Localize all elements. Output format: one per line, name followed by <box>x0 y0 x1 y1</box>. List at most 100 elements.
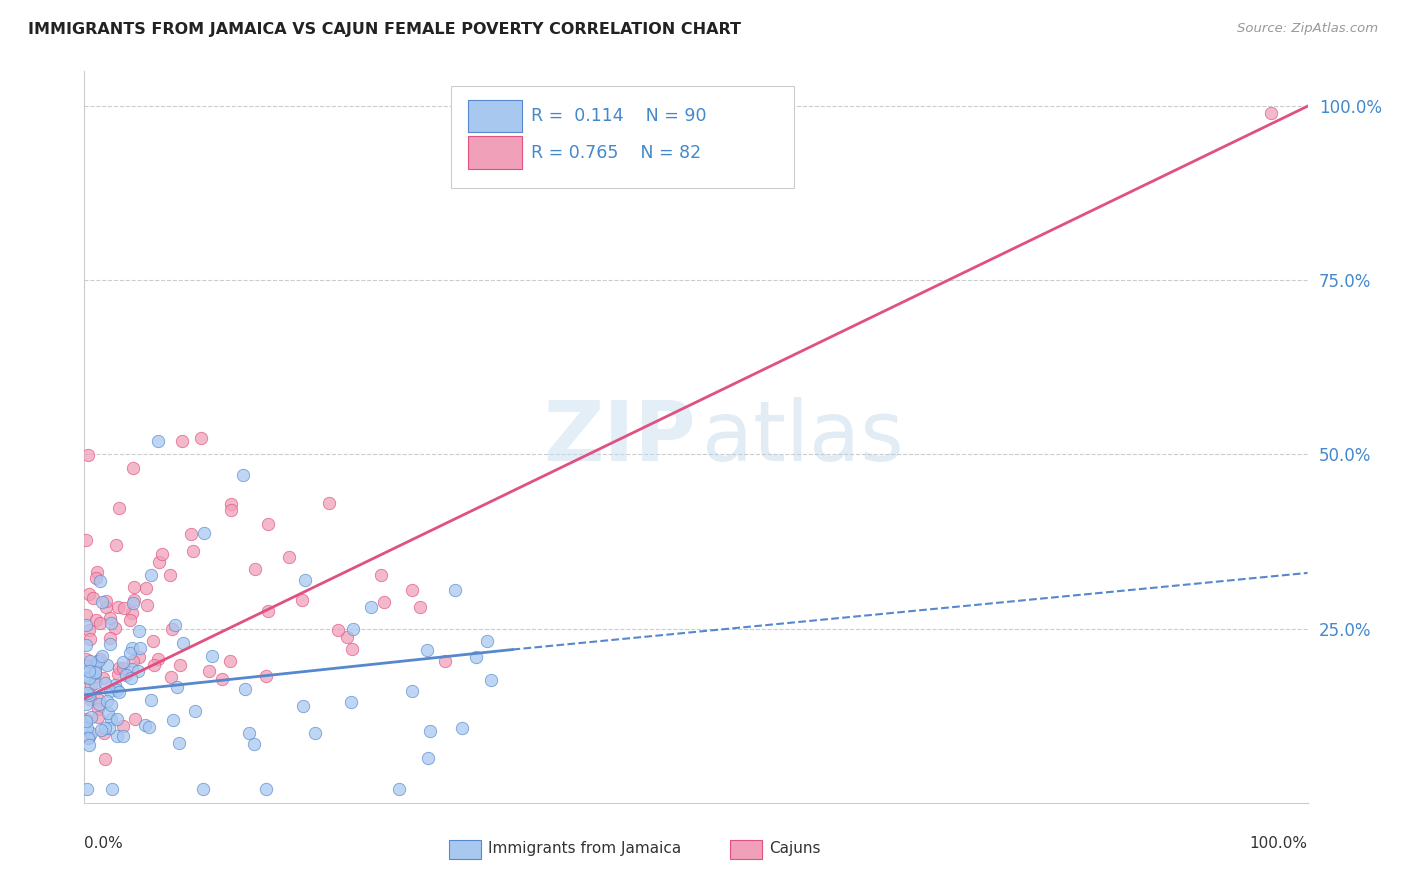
Text: Immigrants from Jamaica: Immigrants from Jamaica <box>488 841 682 856</box>
Point <box>112 601 135 615</box>
Point <box>291 698 314 713</box>
Point <box>84 661 107 675</box>
Point <box>141 693 163 707</box>
Point <box>75 698 97 712</box>
Point <box>97 706 120 720</box>
Point <box>416 642 439 657</box>
Point <box>138 721 160 735</box>
Point <box>105 538 128 552</box>
Point <box>146 434 169 448</box>
Point <box>257 517 280 532</box>
Point <box>80 657 103 672</box>
Point <box>89 693 111 707</box>
Point <box>479 673 502 688</box>
Point <box>198 664 221 678</box>
Point <box>86 613 108 627</box>
Point <box>80 710 103 724</box>
Point <box>172 636 194 650</box>
Point <box>75 652 97 666</box>
Text: ZIP: ZIP <box>544 397 696 477</box>
Point <box>98 684 121 698</box>
Point <box>75 618 97 632</box>
Point <box>79 672 101 686</box>
Point <box>77 739 100 753</box>
Point <box>257 604 280 618</box>
Point <box>294 573 316 587</box>
Point <box>84 570 107 584</box>
Point <box>105 682 128 697</box>
Point <box>82 591 104 605</box>
Text: R =  0.114    N = 90: R = 0.114 N = 90 <box>531 107 706 125</box>
Point <box>122 580 145 594</box>
Point <box>77 623 100 637</box>
Point <box>86 702 108 716</box>
Point <box>97 721 120 735</box>
Point <box>200 648 222 663</box>
Point <box>159 567 181 582</box>
Point <box>94 675 117 690</box>
Point <box>172 434 194 448</box>
Point <box>96 594 118 608</box>
Point <box>160 622 183 636</box>
Point <box>89 697 111 711</box>
Point <box>107 501 129 516</box>
Point <box>233 681 256 696</box>
Point <box>122 596 145 610</box>
Point <box>159 669 181 683</box>
Point <box>340 695 363 709</box>
Point <box>134 717 156 731</box>
Point <box>77 731 100 746</box>
Text: R = 0.765    N = 82: R = 0.765 N = 82 <box>531 144 702 161</box>
FancyBboxPatch shape <box>451 86 794 188</box>
Point <box>75 533 97 548</box>
Point <box>184 704 207 718</box>
Point <box>193 526 215 541</box>
Point <box>100 712 122 726</box>
Point <box>91 648 114 663</box>
Point <box>219 503 242 517</box>
Text: IMMIGRANTS FROM JAMAICA VS CAJUN FEMALE POVERTY CORRELATION CHART: IMMIGRANTS FROM JAMAICA VS CAJUN FEMALE … <box>28 22 741 37</box>
Point <box>218 654 240 668</box>
Point <box>75 638 97 652</box>
Point <box>336 630 359 644</box>
Point <box>75 712 97 726</box>
Point <box>254 781 277 796</box>
Point <box>91 595 114 609</box>
Point <box>83 676 105 690</box>
Point <box>94 752 117 766</box>
Point <box>433 654 456 668</box>
Point <box>243 562 266 576</box>
Point <box>135 581 157 595</box>
Text: Cajuns: Cajuns <box>769 841 821 856</box>
Point <box>388 781 411 796</box>
Point <box>122 593 145 607</box>
Point <box>408 600 430 615</box>
Point <box>232 468 254 483</box>
Point <box>121 641 143 656</box>
Point <box>75 714 97 728</box>
Point <box>84 665 107 680</box>
Point <box>87 655 110 669</box>
Point <box>120 671 142 685</box>
Point <box>93 721 115 735</box>
Point <box>100 698 122 713</box>
Point <box>128 624 150 639</box>
Point <box>108 685 131 699</box>
Point <box>401 684 423 698</box>
Point <box>128 649 150 664</box>
Point <box>105 712 128 726</box>
Point <box>120 646 142 660</box>
Point <box>101 781 124 796</box>
Point <box>127 665 149 679</box>
Point <box>129 640 152 655</box>
Point <box>291 593 314 607</box>
Point <box>79 632 101 647</box>
Point <box>79 678 101 692</box>
Point <box>190 431 212 445</box>
Point <box>90 723 112 737</box>
Point <box>89 616 111 631</box>
Point <box>112 729 135 743</box>
Point <box>254 669 277 683</box>
Point <box>165 618 187 632</box>
FancyBboxPatch shape <box>730 840 762 859</box>
